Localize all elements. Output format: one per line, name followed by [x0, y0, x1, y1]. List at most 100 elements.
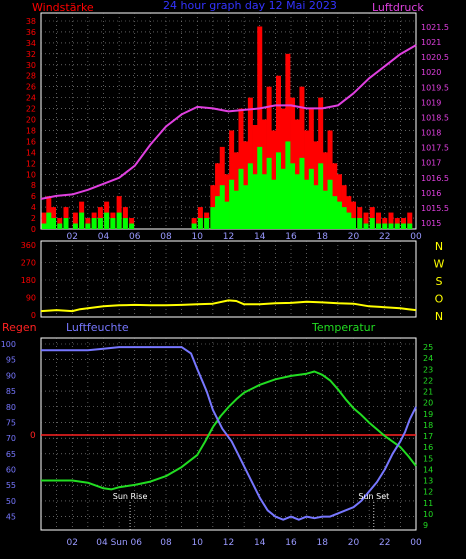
wind-y-tick-label: 18 [26, 126, 36, 135]
x-tick-label: 02 [67, 232, 78, 242]
direction-y-tick-label: 270 [21, 259, 36, 268]
x-tick-label: 20 [348, 538, 360, 548]
x-tick-label: 04 [98, 232, 110, 242]
tick-labels-layer: 0246810121416182022242628303234363810151… [1, 17, 449, 548]
wind-average-bar [341, 207, 347, 229]
wind-average-bar [332, 196, 338, 229]
wind-gust-bar [351, 201, 356, 229]
pressure-y-tick-label: 1016 [421, 189, 441, 198]
humidity-y-tick-label: 70 [6, 434, 16, 443]
wind-y-tick-label: 22 [26, 105, 36, 114]
temperature-legend: Temperatur [311, 321, 376, 334]
wind-average-bar [285, 141, 291, 229]
x-tick-label: 12 [223, 538, 234, 548]
temperature-y-tick-label: 16 [423, 443, 433, 452]
x-tick-label: 22 [379, 538, 390, 548]
wind-gust-bar [394, 218, 400, 229]
rain-legend: Regen [2, 321, 37, 334]
x-tick-label: 14 [254, 538, 266, 548]
x-tick-label: 06 [129, 232, 141, 242]
wind-average-bar [271, 179, 277, 229]
wind-average-bar [247, 163, 253, 229]
wind-y-tick-label: 28 [26, 72, 36, 81]
rain-zero-label: 0 [30, 431, 36, 441]
temperature-y-tick-label: 17 [423, 432, 433, 441]
wind-average-bar [351, 218, 356, 229]
x-tick-label: 16 [285, 538, 297, 548]
x-tick-label: 02 [67, 538, 78, 548]
wind-average-bar [224, 201, 230, 229]
x-tick-label: 08 [160, 538, 172, 548]
wind-average-bar [229, 179, 235, 229]
temperature-y-tick-label: 25 [423, 343, 433, 352]
wind-average-bar [322, 190, 328, 229]
pressure-y-tick-label: 1020 [421, 68, 441, 77]
x-tick-label: 10 [192, 538, 204, 548]
humidity-y-tick-label: 60 [6, 466, 16, 475]
wind-average-bar [116, 212, 122, 229]
pressure-y-tick-label: 1020.5 [421, 53, 449, 62]
wind-average-bar [252, 174, 258, 229]
x-tick-label: 14 [254, 232, 266, 242]
wind-average-bar [122, 218, 128, 229]
wind-average-bar [129, 223, 135, 229]
wind-y-tick-label: 16 [26, 137, 36, 146]
wind-gust-bar [72, 212, 78, 229]
wind-average-bar [308, 168, 314, 229]
temperature-y-tick-label: 20 [423, 399, 433, 408]
pressure-y-tick-label: 1019 [421, 98, 441, 107]
wind-average-bar [257, 146, 263, 229]
wind-gust-bar [129, 218, 135, 229]
temperature-y-tick-label: 12 [423, 488, 433, 497]
wind-average-bar [382, 223, 388, 229]
humidity-y-tick-label: 100 [1, 340, 16, 349]
wind-bars-layer [41, 26, 413, 230]
wind-y-tick-label: 30 [26, 61, 36, 70]
x-tick-label: 00 [410, 538, 422, 548]
direction-y-tick-label: 90 [26, 294, 36, 303]
humidity-y-tick-label: 45 [6, 513, 16, 522]
compass-label: O [435, 293, 444, 306]
wind-average-bar [63, 218, 69, 229]
wind-average-bar [357, 218, 363, 229]
wind-average-bar [233, 190, 239, 229]
compass-label: N [435, 240, 443, 253]
x-tick-label: 18 [317, 538, 329, 548]
wind-gust-bar [407, 212, 413, 229]
wind-average-bar [276, 152, 281, 229]
humidity-y-tick-label: 55 [6, 481, 16, 490]
compass-label: N [435, 310, 443, 323]
wind-axis-title: Windstärke [32, 1, 94, 14]
wind-y-tick-label: 4 [31, 203, 36, 212]
wind-y-tick-label: 32 [26, 50, 36, 59]
temperature-y-tick-label: 14 [423, 465, 433, 474]
x-tick-label-sunrise-overlap: 04 Sun 06 [96, 538, 142, 548]
wind-gust-bar [376, 212, 381, 229]
wind-gust-bar [388, 212, 394, 229]
wind-average-bar [336, 201, 342, 229]
humidity-y-tick-label: 90 [6, 371, 16, 380]
sunrise-label: Sun Rise [113, 492, 148, 501]
wind-average-bar [46, 212, 52, 229]
x-tick-label: 00 [410, 232, 422, 242]
wind-y-tick-label: 6 [31, 192, 36, 201]
wind-average-bar [110, 218, 116, 229]
wind-average-bar [85, 223, 91, 229]
wind-gust-bar [341, 185, 347, 229]
direction-y-tick-label: 360 [21, 241, 36, 250]
temperature-y-tick-label: 18 [423, 421, 433, 430]
wind-average-bar [266, 157, 272, 229]
wind-y-tick-label: 24 [26, 94, 36, 103]
wind-gust-bar [41, 212, 47, 229]
chart-title: 24 hour graph day 12 Mai 2023 [163, 0, 337, 12]
wind-average-bar [243, 185, 249, 229]
wind-average-bar [290, 163, 296, 229]
wind-average-bar [294, 174, 300, 229]
wind-y-tick-label: 12 [26, 159, 36, 168]
wind-y-tick-label: 14 [26, 148, 36, 157]
wind-average-bar [91, 218, 97, 229]
wind-average-bar [215, 196, 221, 229]
wind-y-tick-label: 8 [31, 181, 36, 190]
